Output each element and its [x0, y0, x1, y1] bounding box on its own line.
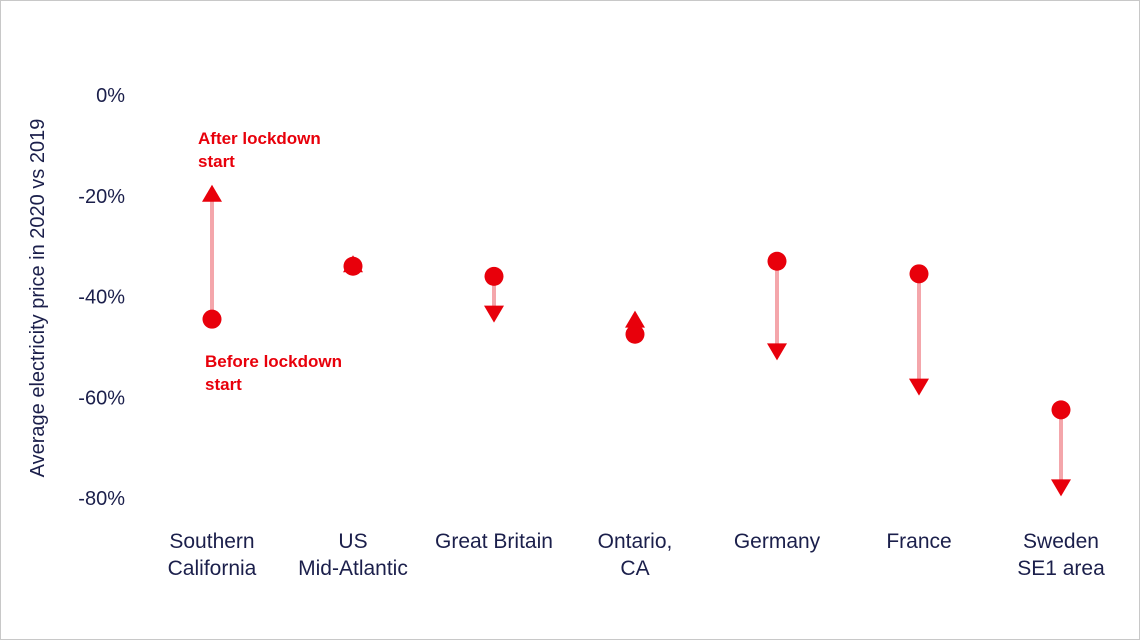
y-tick-label: -80%	[78, 488, 125, 510]
category-label: France	[886, 530, 951, 553]
before-lockdown-dot	[1051, 400, 1071, 420]
y-tick-label: -40%	[78, 287, 125, 309]
y-tick-label: -60%	[78, 387, 125, 409]
y-tick-label: 0%	[96, 85, 125, 107]
after-lockdown-arrow	[625, 310, 645, 328]
before-lockdown-dot	[625, 324, 645, 344]
category-label: Ontario, CA	[598, 530, 673, 580]
before-lockdown-annotation: Before lockdown start	[205, 352, 342, 394]
y-tick-label: -20%	[78, 186, 125, 208]
category-label: Great Britain	[435, 530, 553, 553]
category-label: US Mid-Atlantic	[298, 530, 408, 580]
before-lockdown-dot	[484, 266, 504, 286]
y-axis-label: Average electricity price in 2020 vs 201…	[27, 119, 49, 478]
category-label: Southern California	[168, 530, 257, 580]
after-lockdown-arrow	[343, 255, 363, 273]
after-lockdown-arrow	[202, 184, 222, 202]
before-lockdown-dot	[767, 251, 787, 271]
before-lockdown-dot	[202, 309, 222, 329]
after-lockdown-arrow	[767, 343, 787, 361]
after-lockdown-arrow	[909, 378, 929, 396]
after-lockdown-arrow	[1051, 479, 1071, 497]
category-label: Sweden SE1 area	[1017, 530, 1105, 580]
after-lockdown-annotation: After lockdown start	[198, 129, 321, 171]
after-lockdown-arrow	[484, 305, 504, 323]
category-label: Germany	[734, 530, 821, 553]
before-lockdown-dot	[909, 264, 929, 284]
